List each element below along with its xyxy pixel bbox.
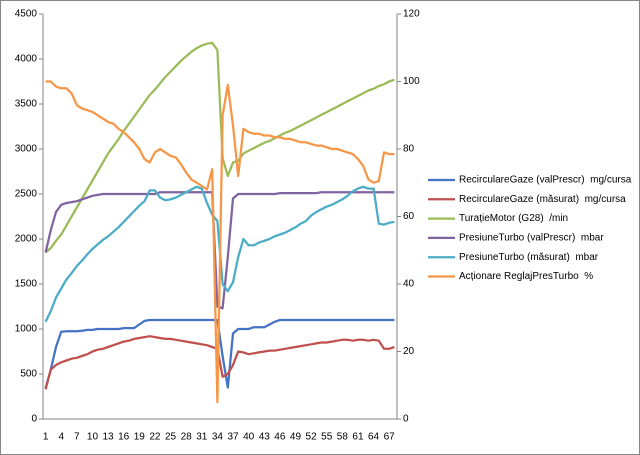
- y2-tick-label: 120: [403, 9, 420, 20]
- x-tick-label: 55: [321, 432, 333, 443]
- y-tick-label: 500: [20, 369, 37, 380]
- x-tick-label: 7: [74, 432, 80, 443]
- y-tick-label: 3000: [15, 144, 38, 155]
- y2-tick-label: 60: [403, 211, 415, 222]
- x-tick-label: 37: [227, 432, 239, 443]
- y-tick-label: 1500: [15, 279, 38, 290]
- x-tick-label: 64: [368, 432, 380, 443]
- x-tick-label: 46: [274, 432, 286, 443]
- legend-label: RecirculareGaze (valPrescr) mg/cursa: [459, 175, 632, 186]
- y-tick-label: 2000: [15, 234, 38, 245]
- series-line: [44, 335, 395, 390]
- y-tick-label: 4000: [15, 54, 38, 65]
- y-tick-label: 2500: [15, 189, 38, 200]
- y2-tick-label: 40: [403, 279, 415, 290]
- y-tick-label: 1000: [15, 324, 38, 335]
- y2-tick-label: 80: [403, 144, 415, 155]
- y2-tick-label: 100: [403, 76, 420, 87]
- legend-label: TurațieMotor (G28) /min: [459, 213, 568, 224]
- x-tick-label: 52: [306, 432, 318, 443]
- legend-label: PresiuneTurbo (valPrescr) mbar: [459, 233, 604, 244]
- y-tick-label: 3500: [15, 99, 38, 110]
- x-tick-label: 22: [149, 432, 161, 443]
- y-tick-label: 0: [31, 414, 37, 425]
- x-tick-label: 43: [259, 432, 271, 443]
- series-line: [44, 41, 395, 254]
- x-tick-label: 25: [165, 432, 177, 443]
- x-tick-label: 61: [352, 432, 364, 443]
- legend-label: Acționare ReglajPresTurbo %: [459, 271, 593, 282]
- y-tick-label: 4500: [15, 9, 38, 20]
- x-tick-label: 19: [134, 432, 146, 443]
- y2-tick-label: 0: [403, 414, 409, 425]
- series-line: [44, 318, 395, 389]
- x-tick-label: 28: [181, 432, 193, 443]
- x-tick-label: 67: [384, 432, 396, 443]
- x-tick-label: 58: [337, 432, 349, 443]
- x-tick-label: 1: [43, 432, 49, 443]
- legend-label: PresiuneTurbo (măsurat) mbar: [459, 252, 599, 263]
- x-tick-label: 34: [212, 432, 224, 443]
- x-tick-label: 16: [118, 432, 130, 443]
- x-tick-label: 10: [87, 432, 99, 443]
- x-tick-label: 31: [196, 432, 208, 443]
- y2-tick-label: 20: [403, 346, 415, 357]
- x-tick-label: 49: [290, 432, 302, 443]
- series-line: [45, 80, 395, 404]
- x-tick-label: 4: [58, 432, 64, 443]
- legend-label: RecirculareGaze (măsurat) mg/cursa: [459, 194, 626, 205]
- x-tick-label: 13: [103, 432, 115, 443]
- x-tick-label: 40: [243, 432, 255, 443]
